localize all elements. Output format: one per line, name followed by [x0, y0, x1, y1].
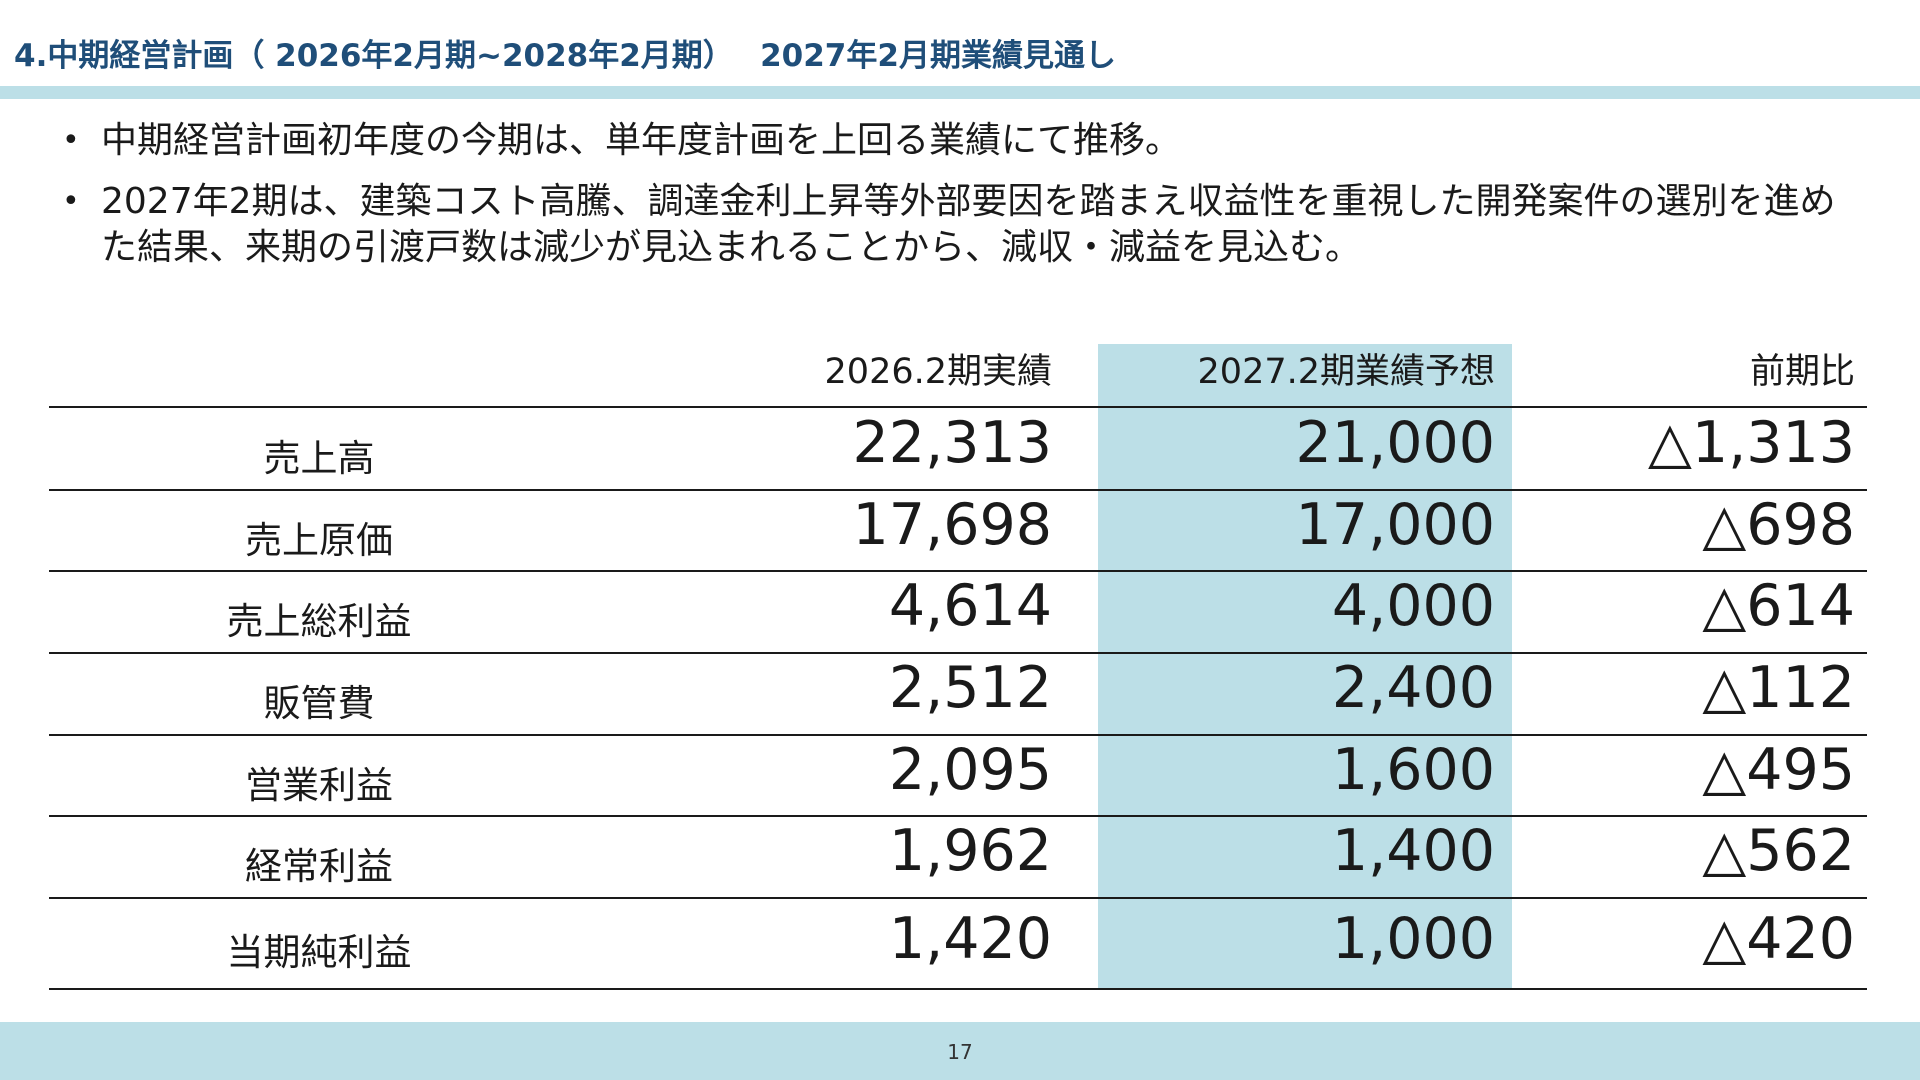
actual-value: 2,095	[888, 737, 1052, 803]
forecast-value: 1,600	[1331, 737, 1495, 803]
forecast-value: 2,400	[1331, 655, 1495, 721]
bullet-text: 中期経営計画初年度の今期は、単年度計画を上回る業績にて推移。	[101, 120, 1182, 161]
row-label: 経常利益	[245, 845, 393, 888]
bullet-icon: •	[62, 123, 80, 158]
table-row: 当期純利益 1,420 1,000 △420	[49, 898, 1867, 988]
row-label: 営業利益	[245, 764, 393, 807]
row-label: 売上総利益	[226, 600, 412, 643]
table-rule	[49, 815, 1867, 817]
header-change: 前期比	[1749, 352, 1855, 392]
bullet-item: • 2027年2期は、建築コスト高騰、調達金利上昇等外部要因を踏まえ収益性を重視…	[62, 179, 1862, 271]
forecast-table: 2026.2期実績 2027.2期業績予想 前期比 売上高 22,313 21,…	[49, 344, 1867, 990]
forecast-value: 21,000	[1295, 410, 1495, 476]
footer-band: 17	[0, 1022, 1920, 1080]
forecast-column-highlight	[1098, 344, 1512, 989]
row-label: 販管費	[263, 682, 375, 725]
bullet-icon: •	[62, 184, 80, 219]
actual-value: 17,698	[852, 492, 1052, 558]
page-number: 17	[947, 1040, 973, 1064]
change-value: △112	[1702, 655, 1855, 721]
actual-value: 22,313	[852, 410, 1052, 476]
forecast-value: 1,000	[1331, 906, 1495, 972]
actual-value: 2,512	[888, 655, 1052, 721]
change-value: △1,313	[1647, 410, 1855, 476]
row-label: 売上高	[263, 437, 375, 480]
table-rule	[49, 988, 1867, 990]
table-rule	[49, 570, 1867, 572]
table-rule	[49, 897, 1867, 899]
table-rule	[49, 406, 1867, 408]
table-rule	[49, 652, 1867, 654]
actual-value: 4,614	[888, 573, 1052, 639]
table-row: 売上総利益 4,614 4,000 △614	[49, 571, 1867, 652]
change-value: △562	[1702, 818, 1855, 884]
table-row: 販管費 2,512 2,400 △112	[49, 653, 1867, 734]
forecast-value: 4,000	[1331, 573, 1495, 639]
forecast-value: 1,400	[1331, 818, 1495, 884]
change-value: △698	[1702, 492, 1855, 558]
table-rule	[49, 734, 1867, 736]
table-row: 営業利益 2,095 1,600 △495	[49, 735, 1867, 816]
row-label: 当期純利益	[226, 931, 412, 974]
change-value: △420	[1702, 906, 1855, 972]
header-forecast: 2027.2期業績予想	[1197, 352, 1495, 392]
bullet-list: • 中期経営計画初年度の今期は、単年度計画を上回る業績にて推移。 • 2027年…	[62, 118, 1862, 286]
title-bar: 4.中期経営計画（ 2026年2月期~2028年2月期） 2027年2月期業績見…	[0, 0, 1920, 86]
change-value: △614	[1702, 573, 1855, 639]
actual-value: 1,420	[888, 906, 1052, 972]
actual-value: 1,962	[888, 818, 1052, 884]
page-title: 4.中期経営計画（ 2026年2月期~2028年2月期） 2027年2月期業績見…	[14, 38, 1116, 74]
header-actual: 2026.2期実績	[824, 352, 1052, 392]
forecast-value: 17,000	[1295, 492, 1495, 558]
table-row: 経常利益 1,962 1,400 △562	[49, 816, 1867, 897]
title-divider	[0, 86, 1920, 99]
change-value: △495	[1702, 737, 1855, 803]
table-row: 売上原価 17,698 17,000 △698	[49, 490, 1867, 571]
bullet-text: 2027年2期は、建築コスト高騰、調達金利上昇等外部要因を踏まえ収益性を重視した…	[101, 181, 1836, 268]
table-row: 売上高 22,313 21,000 △1,313	[49, 408, 1867, 490]
row-label: 売上原価	[245, 519, 393, 562]
table-rule	[49, 489, 1867, 491]
bullet-item: • 中期経営計画初年度の今期は、単年度計画を上回る業績にて推移。	[62, 118, 1862, 164]
